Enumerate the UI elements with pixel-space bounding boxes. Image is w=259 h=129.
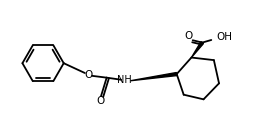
Text: O: O	[97, 96, 105, 106]
Text: O: O	[184, 31, 193, 41]
Text: O: O	[84, 70, 93, 80]
Text: NH: NH	[117, 75, 132, 85]
Polygon shape	[191, 42, 204, 58]
Text: OH: OH	[217, 32, 233, 42]
Polygon shape	[130, 72, 177, 81]
